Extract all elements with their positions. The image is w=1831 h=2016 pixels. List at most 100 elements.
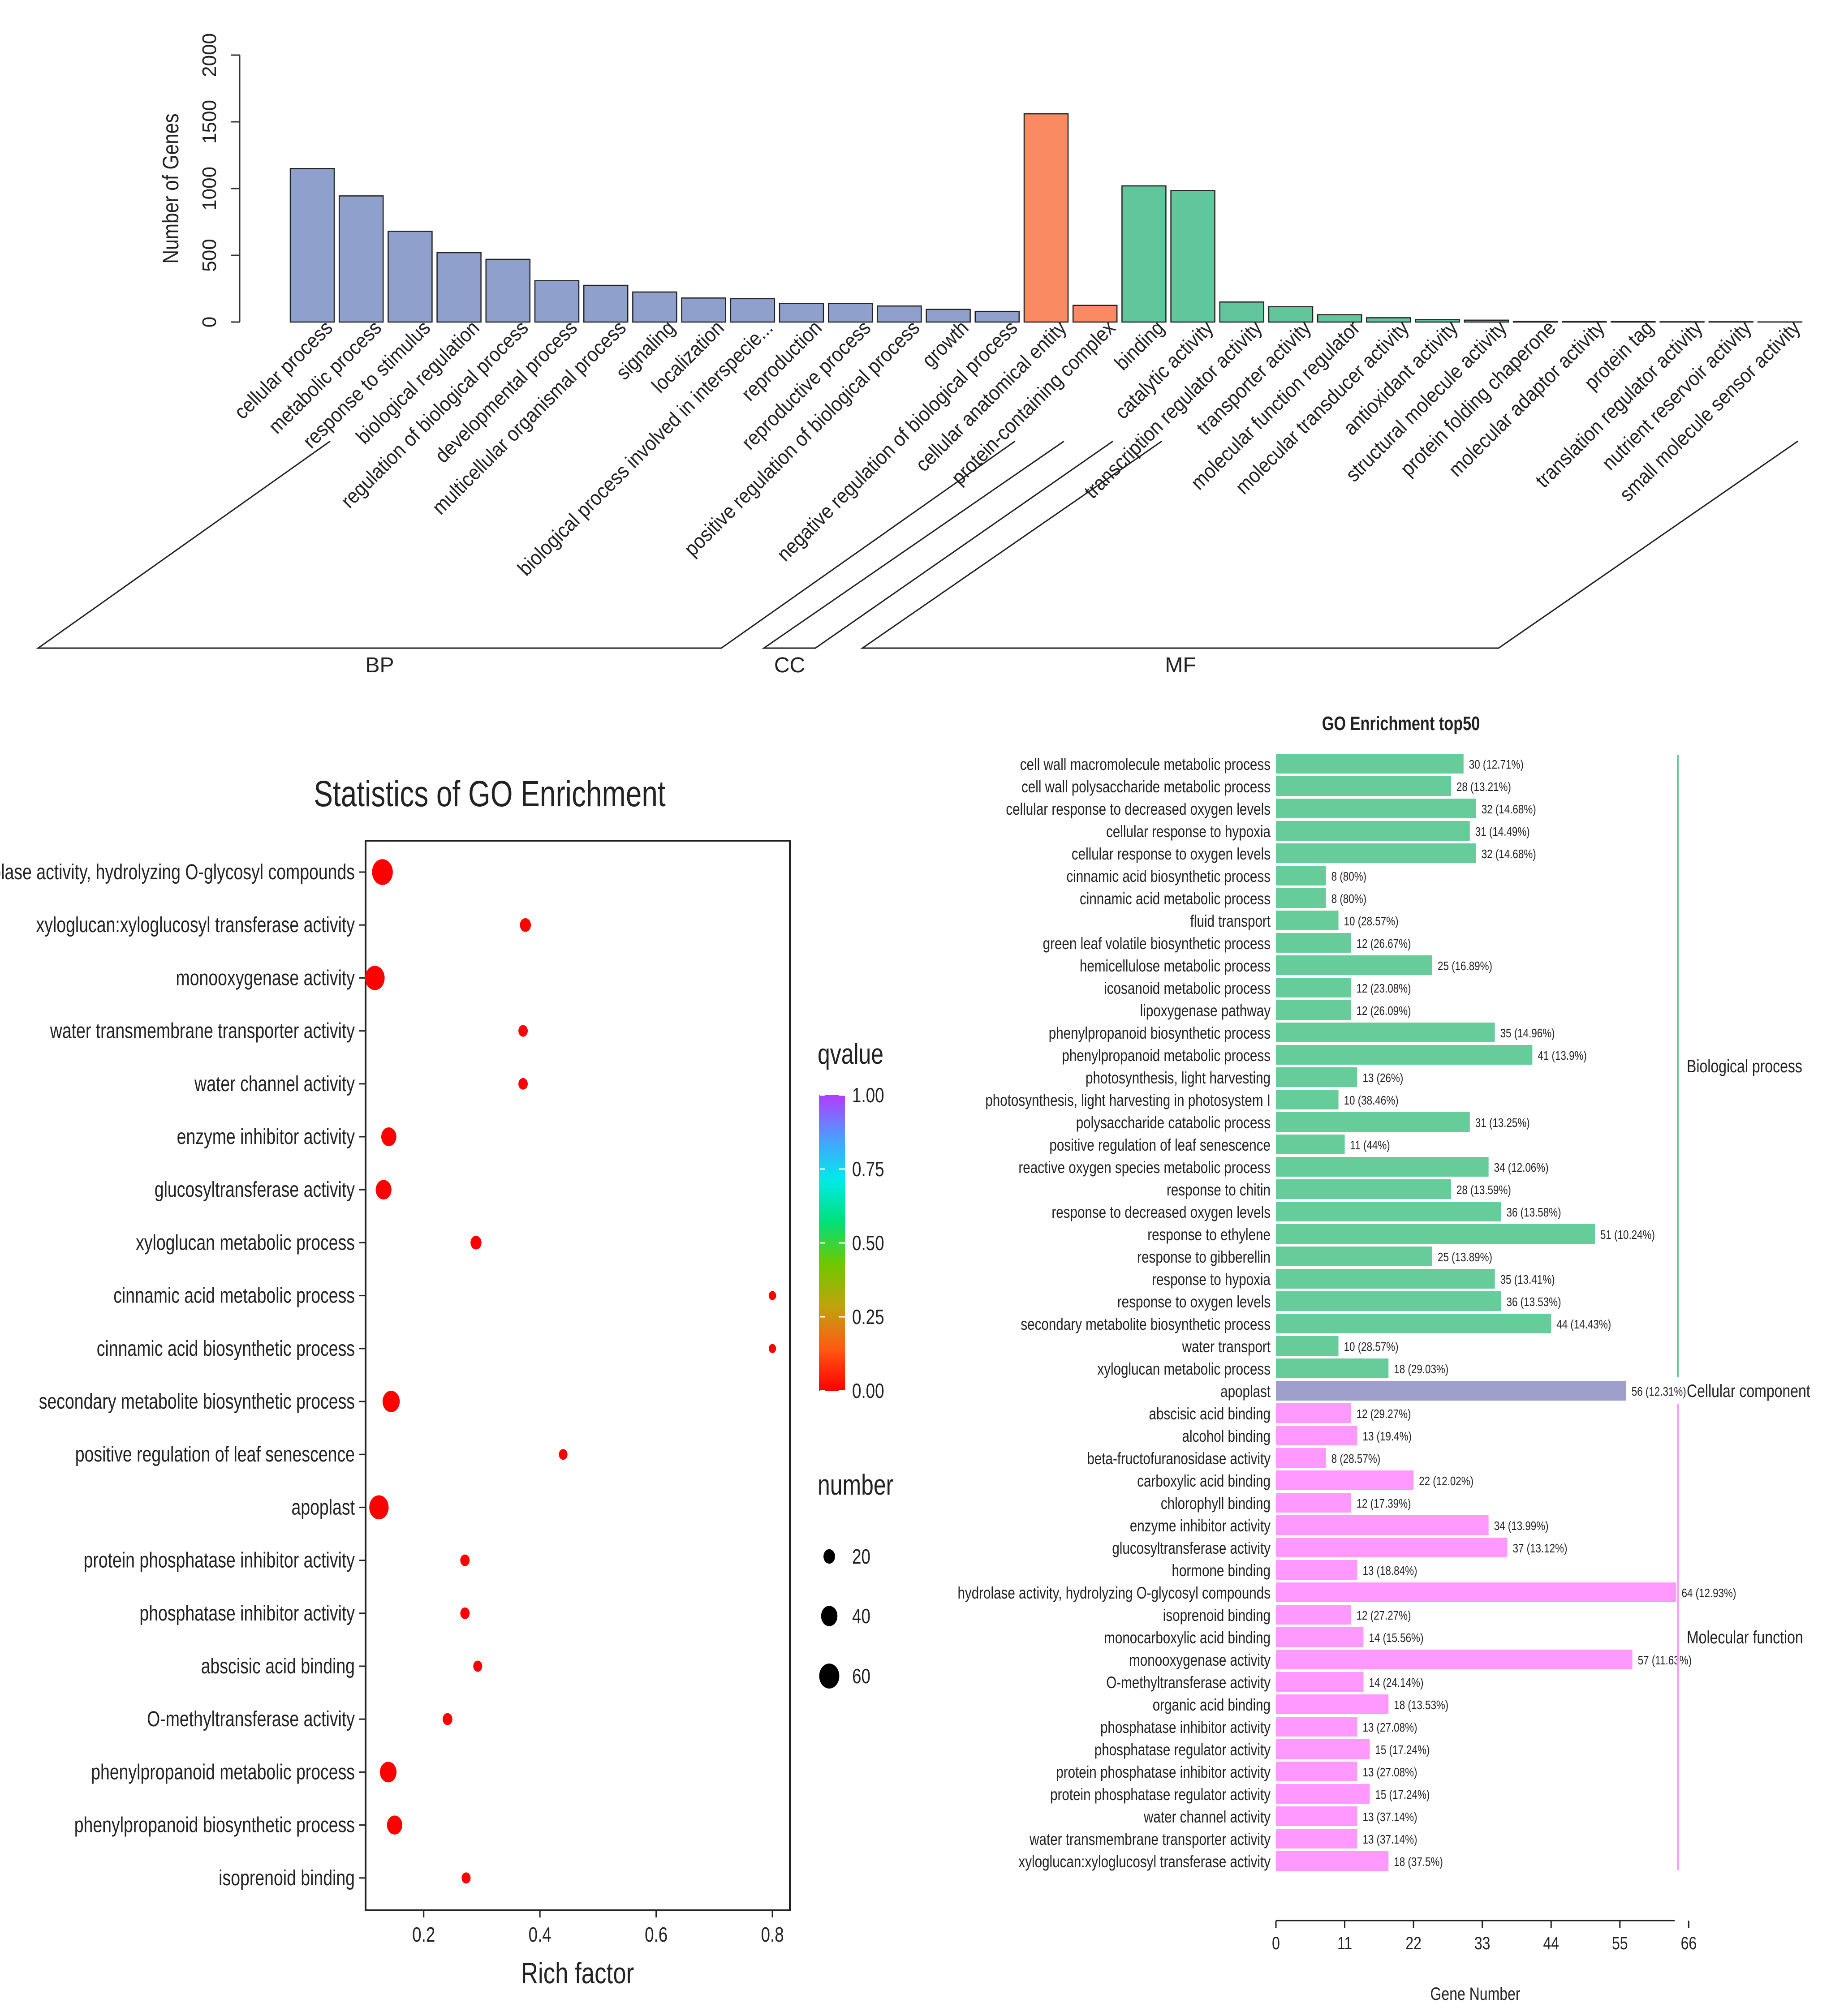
group-bracket xyxy=(762,440,1114,649)
bar-bp xyxy=(877,305,922,323)
term-label: cell wall polysaccharide metabolic proce… xyxy=(1021,778,1271,796)
x-tick-label: 0.8 xyxy=(761,1923,784,1946)
bar-value-label: 13 (19.4%) xyxy=(1362,1430,1412,1444)
term-label: apoplast xyxy=(291,1496,355,1520)
term-label: phosphatase regulator activity xyxy=(1094,1741,1271,1759)
bar xyxy=(1276,843,1476,863)
bubble xyxy=(473,1660,483,1672)
x-axis-label: Rich factor xyxy=(521,1956,634,1990)
bar xyxy=(1276,1627,1364,1647)
term-label: enzyme inhibitor activity xyxy=(1130,1517,1271,1535)
bar-value-label: 13 (37.14%) xyxy=(1362,1810,1417,1824)
bubble xyxy=(559,1449,568,1460)
bar-value-label: 12 (27.27%) xyxy=(1357,1609,1411,1623)
bubble xyxy=(520,918,531,932)
bar-mf xyxy=(1219,301,1265,323)
bar xyxy=(1276,1045,1533,1065)
term-label: lipoxygenase pathway xyxy=(1140,1002,1271,1020)
term-label: hormone binding xyxy=(1172,1562,1271,1580)
bar-value-label: 15 (17.24%) xyxy=(1375,1788,1430,1802)
x-tick-label: 0 xyxy=(1272,1933,1280,1953)
term-label: glucosyltransferase activity xyxy=(155,1178,355,1202)
term-label: apoplast xyxy=(1220,1383,1271,1401)
bar xyxy=(1276,1762,1357,1781)
bar-value-label: 41 (13.9%) xyxy=(1538,1049,1587,1063)
term-label: hydrolase activity, hydrolyzing O-glycos… xyxy=(0,860,355,885)
bar xyxy=(1276,1135,1345,1154)
colorbar-tick-label: 1.00 xyxy=(852,1083,884,1107)
term-label: phenylpropanoid metabolic process xyxy=(1062,1047,1271,1065)
bar xyxy=(1276,1829,1357,1848)
bar-value-label: 12 (23.08%) xyxy=(1357,982,1411,996)
term-label: xyloglucan metabolic process xyxy=(136,1231,355,1255)
term-label: O-methyltransferase activity xyxy=(1106,1674,1271,1692)
bar-bp xyxy=(779,303,824,323)
size-legend-label: 60 xyxy=(852,1664,870,1688)
bar xyxy=(1276,1023,1495,1042)
bar-value-label: 10 (38.46%) xyxy=(1344,1094,1399,1108)
bar xyxy=(1276,1112,1470,1132)
bar xyxy=(1276,776,1451,796)
bar xyxy=(1276,1806,1357,1826)
bar-value-label: 35 (14.96%) xyxy=(1500,1027,1555,1040)
bubble xyxy=(768,1291,776,1300)
bar-mf xyxy=(1170,190,1215,323)
x-tick-label: 66 xyxy=(1681,1933,1697,1953)
x-tick-label: 0.2 xyxy=(412,1923,435,1946)
bar xyxy=(1276,1650,1633,1669)
bar-value-label: 28 (13.59%) xyxy=(1456,1183,1511,1197)
term-label: reactive oxygen species metabolic proces… xyxy=(1018,1159,1271,1177)
size-legend-label: 20 xyxy=(852,1545,870,1568)
term-label: polysaccharide catabolic process xyxy=(1076,1114,1271,1132)
bar xyxy=(1276,799,1476,818)
bar-mf xyxy=(1317,314,1362,323)
bar-value-label: 13 (27.08%) xyxy=(1362,1721,1417,1735)
term-label: phenylpropanoid biosynthetic process xyxy=(1049,1024,1271,1043)
bar-value-label: 15 (17.24%) xyxy=(1375,1743,1430,1757)
bar-value-label: 35 (13.41%) xyxy=(1500,1273,1555,1287)
bar-cc xyxy=(1023,113,1069,323)
term-label: monooxygenase activity xyxy=(176,966,355,990)
bar-value-label: 12 (17.39%) xyxy=(1357,1497,1411,1511)
bar xyxy=(1276,911,1339,930)
bar xyxy=(1276,1381,1626,1401)
bar xyxy=(1276,888,1326,908)
group-bracket xyxy=(36,440,1016,649)
bar-value-label: 14 (15.56%) xyxy=(1369,1631,1423,1645)
bar xyxy=(1276,866,1326,885)
bubble xyxy=(382,1391,400,1412)
term-label: carboxylic acid binding xyxy=(1137,1472,1271,1491)
bar xyxy=(1276,1157,1489,1177)
bar-value-label: 32 (14.68%) xyxy=(1482,847,1536,861)
bar xyxy=(1276,1582,1676,1602)
y-tick-label: 0 xyxy=(198,317,220,327)
bar xyxy=(1276,1448,1326,1468)
bar-value-label: 13 (18.84%) xyxy=(1362,1564,1417,1578)
bar-value-label: 31 (14.49%) xyxy=(1475,825,1530,839)
term-label: secondary metabolite biosynthetic proces… xyxy=(1021,1315,1271,1334)
bar-bp xyxy=(436,252,482,323)
size-legend-bubble xyxy=(821,1606,838,1626)
bar xyxy=(1276,1493,1351,1513)
term-label: cellular response to oxygen levels xyxy=(1072,845,1271,864)
bar-value-label: 25 (16.89%) xyxy=(1438,959,1492,973)
bar-value-label: 14 (24.14%) xyxy=(1369,1676,1423,1690)
bar xyxy=(1276,1515,1489,1535)
term-label: protein phosphatase regulator activity xyxy=(1050,1786,1271,1804)
chart-title: GO Enrichment top50 xyxy=(1322,713,1480,735)
term-label: xyloglucan:xyloglucosyl transferase acti… xyxy=(1018,1853,1271,1871)
term-label: cinnamic acid biosynthetic process xyxy=(1066,868,1271,886)
term-label: protein phosphatase inhibitor activity xyxy=(84,1548,355,1573)
term-label: alcohol binding xyxy=(1182,1427,1271,1446)
bar-value-label: 12 (26.09%) xyxy=(1357,1004,1411,1018)
bar-value-label: 10 (28.57%) xyxy=(1344,1340,1399,1354)
bar-value-label: 30 (12.71%) xyxy=(1469,758,1524,772)
bar xyxy=(1276,1090,1339,1109)
term-label: protein phosphatase inhibitor activity xyxy=(1056,1763,1271,1782)
term-label: water transmembrane transporter activity xyxy=(50,1019,355,1043)
colorbar-tick-label: 0.25 xyxy=(852,1305,884,1328)
bar-value-label: 64 (12.93%) xyxy=(1681,1586,1736,1600)
bar-value-label: 31 (13.25%) xyxy=(1475,1116,1530,1130)
bar-cc xyxy=(1072,305,1118,323)
